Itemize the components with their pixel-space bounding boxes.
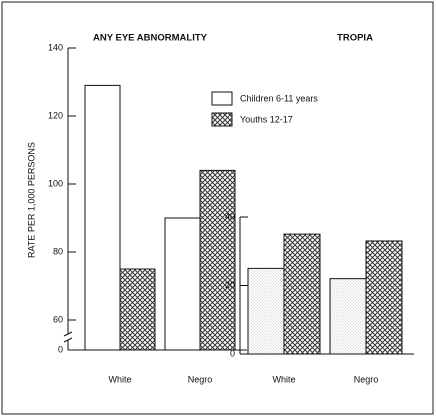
y-axis-label: RATE PER 1,000 PERSONS bbox=[26, 142, 36, 258]
y-tick-label: 120 bbox=[48, 110, 63, 120]
chart-title: TROPIA bbox=[337, 33, 373, 44]
legend-swatch bbox=[211, 91, 233, 106]
chart-title: ANY EYE ABNORMALITY bbox=[93, 33, 208, 44]
y-tick-label: 0 bbox=[230, 348, 235, 358]
bar bbox=[247, 267, 285, 355]
bar bbox=[119, 268, 156, 351]
y-tick-label: 80 bbox=[53, 246, 63, 256]
y-tick-label: 40 bbox=[225, 211, 235, 221]
legend-label: Youths 12-17 bbox=[240, 114, 293, 124]
legend-label: Children 6-11 years bbox=[240, 93, 318, 103]
x-tick-label: White bbox=[108, 374, 131, 384]
bar bbox=[84, 84, 121, 351]
y-tick-label: 140 bbox=[48, 42, 63, 52]
legend-swatch bbox=[211, 112, 233, 127]
x-tick-label: Negro bbox=[354, 374, 379, 384]
x-tick-label: White bbox=[272, 374, 295, 384]
y-tick-label: 100 bbox=[48, 178, 63, 188]
y-tick-label: 0 bbox=[58, 344, 63, 354]
bar bbox=[365, 240, 403, 355]
y-tick-label: 20 bbox=[225, 280, 235, 290]
axis-break bbox=[63, 331, 73, 343]
x-tick-label: Negro bbox=[188, 374, 213, 384]
bar bbox=[283, 233, 321, 355]
frame bbox=[1, 1, 434, 415]
bar bbox=[329, 278, 367, 355]
y-tick-label: 60 bbox=[53, 314, 63, 324]
bar bbox=[199, 169, 236, 351]
bar bbox=[164, 217, 201, 351]
